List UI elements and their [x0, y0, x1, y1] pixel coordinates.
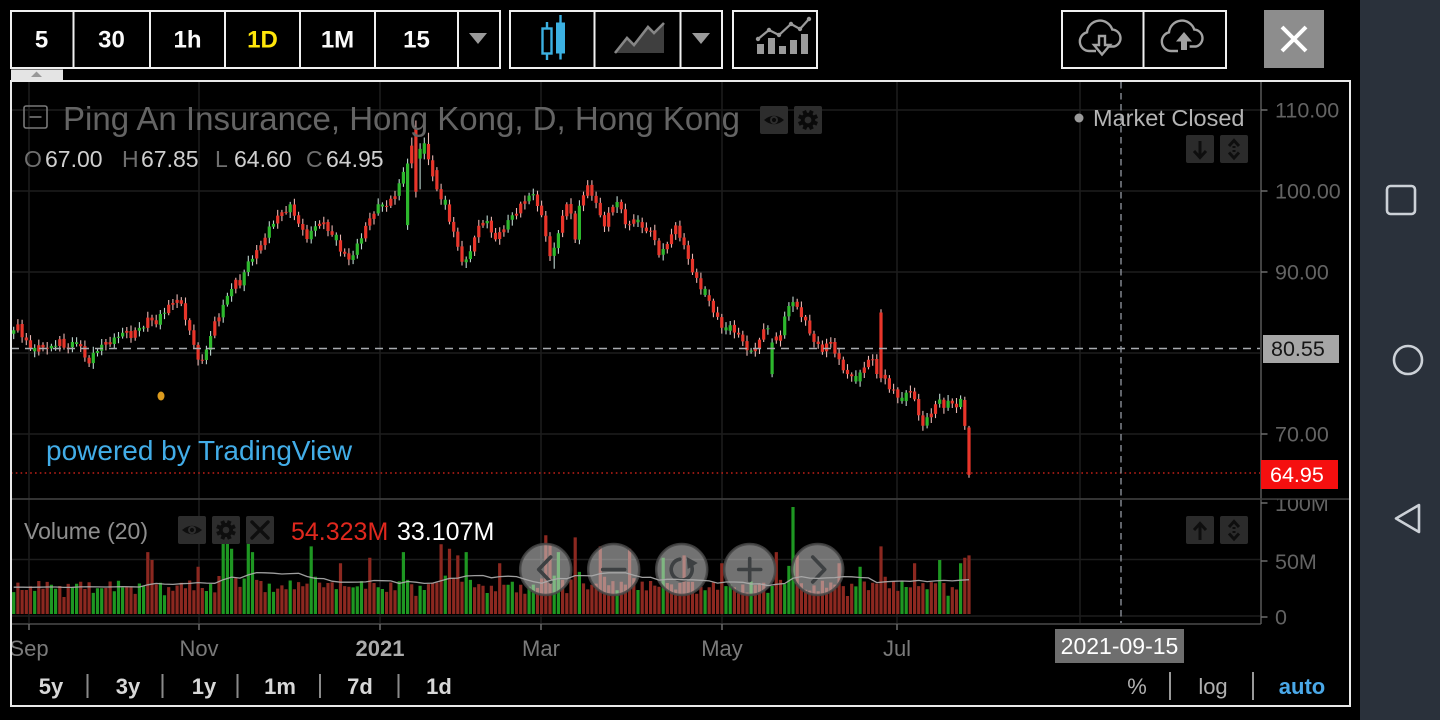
svg-text:Ping An Insurance, Hong Kong,: Ping An Insurance, Hong Kong, D, Hong Ko… — [63, 100, 740, 137]
svg-text:2021: 2021 — [356, 636, 405, 661]
svg-text:C: C — [306, 146, 323, 172]
svg-text:100.00: 100.00 — [1275, 180, 1341, 204]
svg-text:powered by TradingView: powered by TradingView — [46, 435, 353, 466]
svg-text:67.00: 67.00 — [45, 146, 103, 172]
svg-text:0: 0 — [1275, 606, 1287, 630]
svg-text:80.55: 80.55 — [1271, 337, 1325, 361]
svg-text:30: 30 — [98, 27, 125, 54]
svg-text:Market Closed: Market Closed — [1093, 105, 1245, 131]
svg-text:7d: 7d — [347, 674, 373, 699]
svg-text:1M: 1M — [321, 27, 354, 54]
svg-text:Mar: Mar — [522, 636, 560, 661]
svg-text:May: May — [701, 636, 743, 661]
svg-text:1y: 1y — [192, 674, 217, 699]
svg-text:2021-09-15: 2021-09-15 — [1061, 633, 1179, 659]
svg-text:%: % — [1127, 674, 1147, 699]
svg-text:5y: 5y — [39, 674, 64, 699]
svg-text:Nov: Nov — [179, 636, 218, 661]
svg-text:64.95: 64.95 — [326, 146, 384, 172]
svg-text:70.00: 70.00 — [1275, 423, 1329, 447]
svg-text:110.00: 110.00 — [1275, 99, 1339, 123]
svg-text:Volume (20): Volume (20) — [24, 518, 148, 544]
svg-text:15: 15 — [403, 27, 430, 54]
svg-text:64.60: 64.60 — [234, 146, 292, 172]
svg-text:1d: 1d — [426, 674, 452, 699]
svg-text:auto: auto — [1279, 674, 1325, 699]
svg-text:log: log — [1198, 674, 1227, 699]
svg-text:L: L — [215, 146, 228, 172]
svg-text:Jul: Jul — [883, 636, 911, 661]
svg-text:50M: 50M — [1275, 550, 1317, 574]
svg-text:54.323M: 54.323M — [291, 518, 388, 546]
svg-text:90.00: 90.00 — [1275, 261, 1329, 285]
svg-text:1h: 1h — [173, 27, 201, 54]
svg-text:3y: 3y — [116, 674, 141, 699]
svg-text:Sep: Sep — [9, 636, 48, 661]
svg-text:64.95: 64.95 — [1270, 463, 1324, 487]
svg-text:33.107M: 33.107M — [397, 518, 494, 546]
svg-text:67.85: 67.85 — [141, 146, 199, 172]
svg-text:O: O — [24, 146, 42, 172]
svg-text:5: 5 — [35, 27, 48, 54]
svg-text:1D: 1D — [247, 27, 278, 54]
svg-text:H: H — [122, 146, 139, 172]
svg-text:1m: 1m — [264, 674, 296, 699]
